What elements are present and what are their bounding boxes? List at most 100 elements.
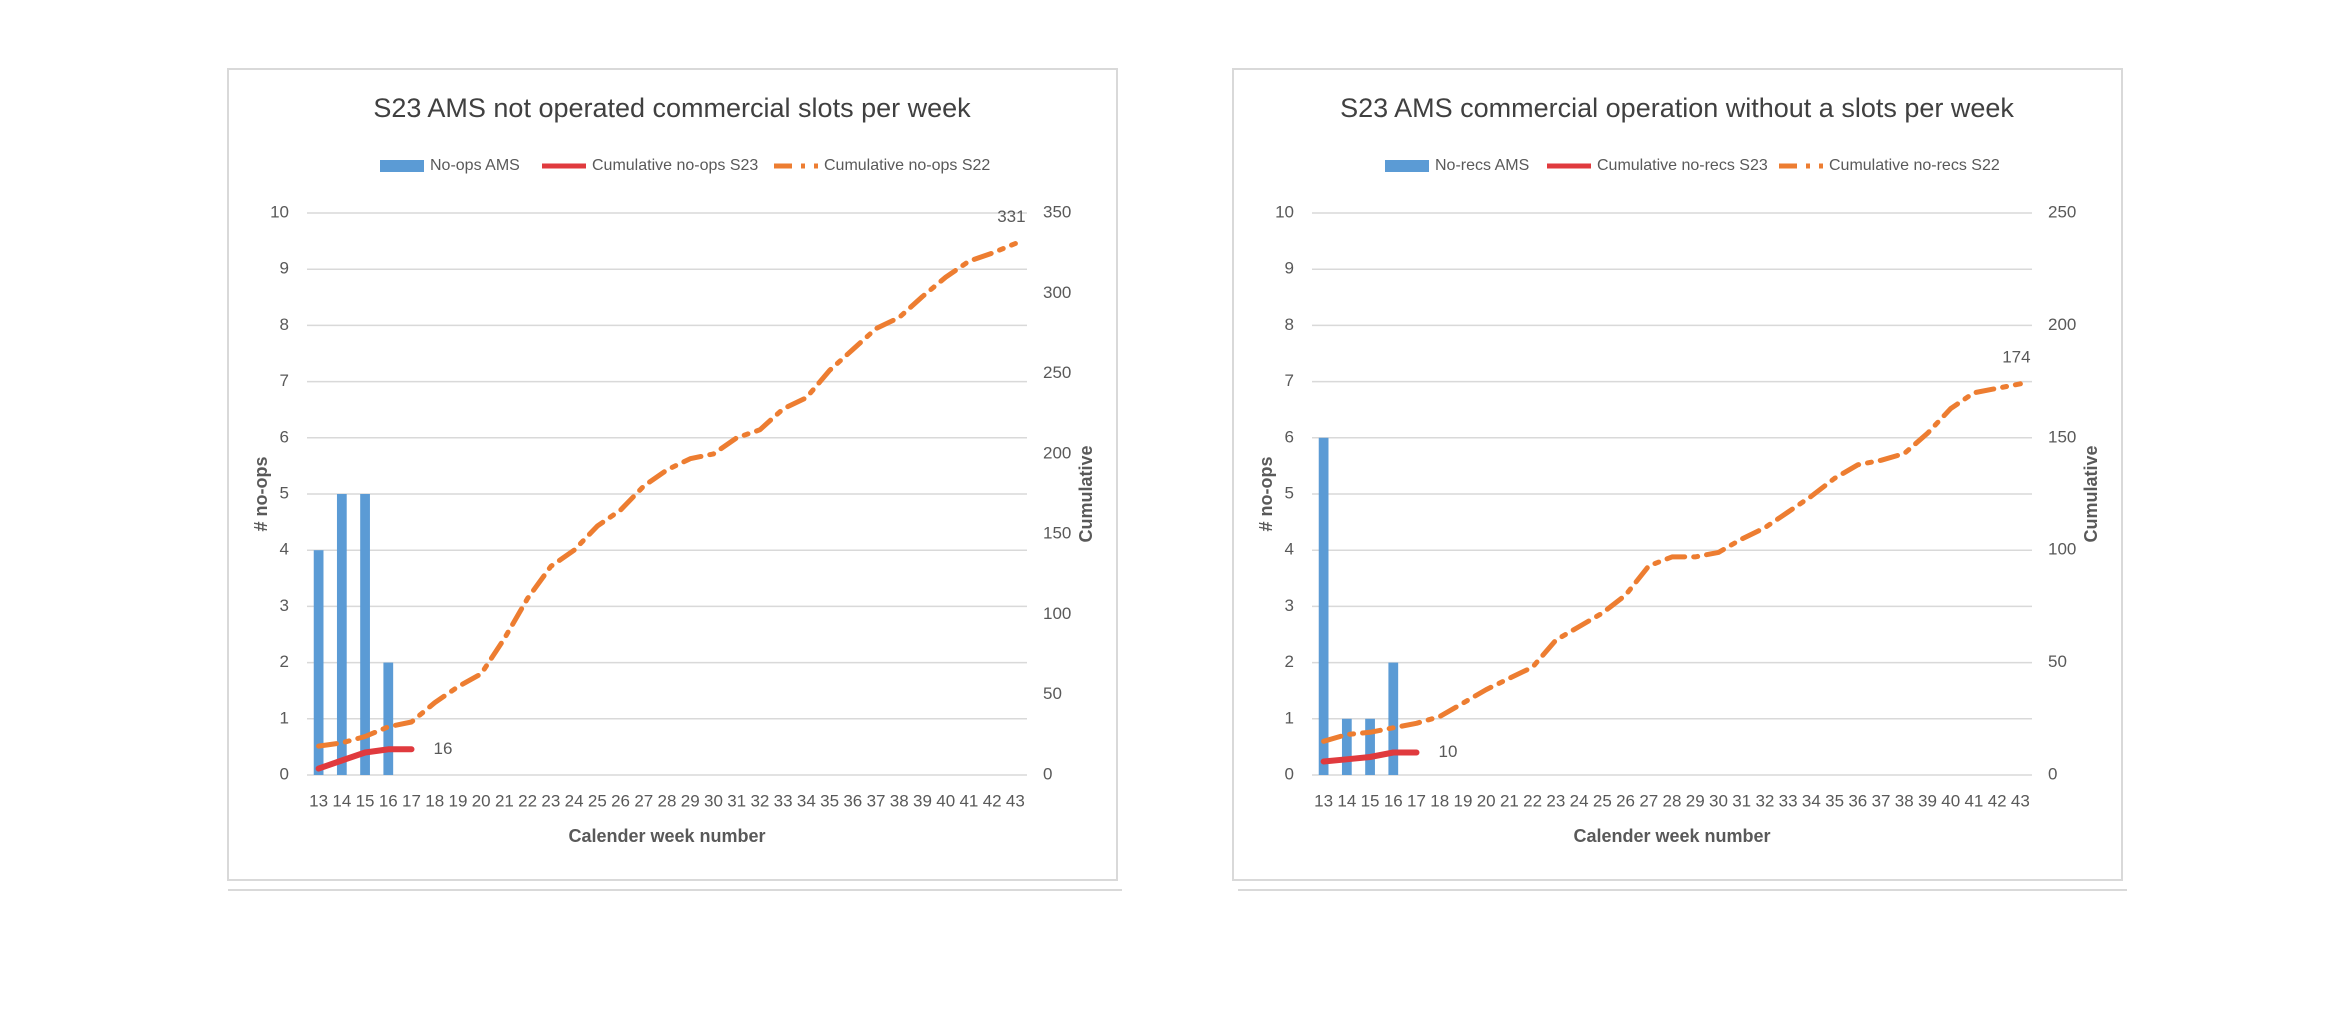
x-tick-label: 29 [681,791,700,810]
legend-swatch [1385,160,1429,172]
x-tick-label: 28 [1663,791,1682,810]
y-tick-label: 1 [280,708,289,727]
y-tick-label: 2 [1285,652,1294,671]
x-tick-label: 42 [1988,791,2007,810]
y2-tick-label: 200 [1043,443,1071,462]
x-tick-label: 43 [2011,791,2030,810]
x-tick-label: 23 [541,791,560,810]
y2-tick-label: 250 [2048,202,2076,221]
y2-tick-label: 0 [2048,764,2057,783]
y-tick-label: 9 [280,259,289,278]
y-tick-label: 4 [1285,540,1294,559]
x-tick-label: 35 [1825,791,1844,810]
x-tick-label: 36 [843,791,862,810]
x-axis-title: Calender week number [1573,826,1770,846]
chart-frame [227,68,1118,881]
x-tick-label: 42 [983,791,1002,810]
y-axis-title: # no-ops [251,457,271,532]
legend-label: Cumulative no-recs S23 [1597,157,1768,174]
x-tick-label: 28 [658,791,677,810]
legend-label: Cumulative no-ops S22 [824,157,990,174]
line [1321,381,2023,744]
x-tick-label: 14 [332,791,351,810]
x-tick-label: 39 [1918,791,1937,810]
legend-label: Cumulative no-ops S23 [592,157,758,174]
bar [1388,662,1399,775]
x-tick-label: 34 [1802,791,1821,810]
y2-tick-label: 350 [1043,202,1071,221]
data-label: 16 [434,739,453,758]
legend-label: No-ops AMS [430,157,520,174]
y-tick-label: 4 [280,540,289,559]
y2-tick-label: 50 [1043,684,1062,703]
x-tick-label: 32 [750,791,769,810]
data-label: 331 [997,207,1025,226]
x-tick-label: 30 [704,791,723,810]
x-tick-label: 27 [634,791,653,810]
y-tick-label: 7 [1285,371,1294,390]
x-tick-label: 15 [1361,791,1380,810]
x-tick-label: 38 [890,791,909,810]
x-tick-label: 16 [379,791,398,810]
x-tick-label: 29 [1686,791,1705,810]
chart-frame [1232,68,2123,881]
data-label: 10 [1439,742,1458,761]
data-label: 174 [2002,347,2030,366]
line [1320,749,1420,765]
line [315,746,415,772]
y-tick-label: 9 [1285,259,1294,278]
y2-tick-label: 250 [1043,363,1071,382]
y-tick-label: 10 [1275,202,1294,221]
x-tick-label: 31 [727,791,746,810]
bar [1318,437,1329,775]
x-tick-label: 17 [1407,791,1426,810]
x-tick-label: 13 [1314,791,1333,810]
y-tick-label: 0 [280,764,289,783]
y2-tick-label: 100 [2048,540,2076,559]
y2-axis-title: Cumulative [2081,445,2101,542]
x-tick-label: 38 [1895,791,1914,810]
x-tick-label: 26 [1616,791,1635,810]
x-tick-label: 41 [1964,791,1983,810]
x-tick-label: 18 [425,791,444,810]
x-tick-label: 40 [1941,791,1960,810]
x-tick-label: 37 [1872,791,1891,810]
x-tick-label: 33 [774,791,793,810]
x-axis-title: Calender week number [568,826,765,846]
y-tick-label: 2 [280,652,289,671]
x-tick-label: 19 [1454,791,1473,810]
y-tick-label: 8 [1285,315,1294,334]
x-tick-label: 36 [1848,791,1867,810]
x-tick-label: 19 [449,791,468,810]
x-tick-label: 40 [936,791,955,810]
x-tick-label: 43 [1006,791,1025,810]
y-tick-label: 3 [1285,596,1294,615]
x-tick-label: 32 [1755,791,1774,810]
x-tick-label: 25 [1593,791,1612,810]
y-tick-label: 6 [1285,427,1294,446]
bar [336,494,347,775]
x-tick-label: 23 [1546,791,1565,810]
x-tick-label: 20 [472,791,491,810]
x-tick-label: 24 [565,791,584,810]
legend-label: No-recs AMS [1435,157,1529,174]
bar [1365,718,1375,775]
x-tick-label: 39 [913,791,932,810]
x-tick-label: 34 [797,791,816,810]
x-tick-label: 22 [1523,791,1542,810]
x-tick-label: 14 [1337,791,1356,810]
x-tick-label: 37 [867,791,886,810]
bar [360,494,370,775]
x-tick-label: 41 [959,791,978,810]
y2-axis-title: Cumulative [1076,445,1096,542]
y-tick-label: 10 [270,202,289,221]
x-tick-label: 17 [402,791,421,810]
y-tick-label: 7 [280,371,289,390]
x-tick-label: 13 [309,791,328,810]
x-tick-label: 18 [1430,791,1449,810]
y-tick-label: 1 [1285,708,1294,727]
legend-swatch [380,160,424,172]
x-tick-label: 27 [1639,791,1658,810]
